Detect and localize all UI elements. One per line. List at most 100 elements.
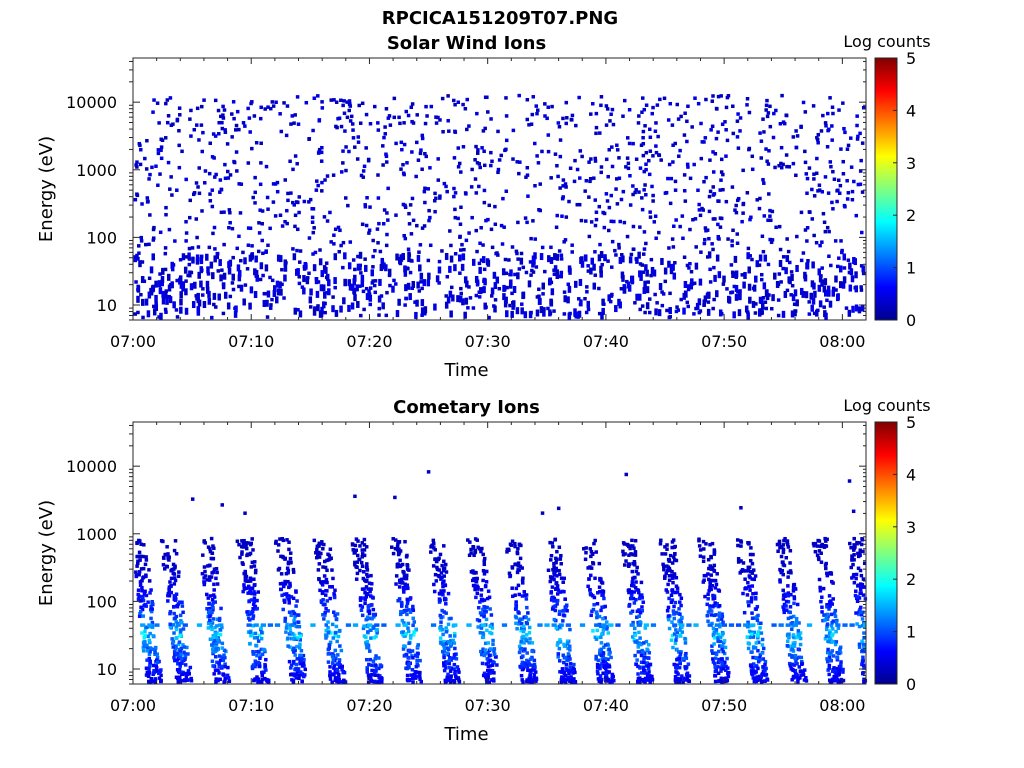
- heatmap-cell: [179, 619, 183, 623]
- heatmap-cell: [164, 101, 168, 106]
- heatmap-cell: [508, 303, 512, 308]
- heatmap-cell: [551, 544, 555, 549]
- heatmap-cell: [615, 143, 619, 147]
- heatmap-cell: [337, 116, 342, 120]
- heatmap-cell: [746, 646, 751, 651]
- heatmap-cell: [807, 312, 812, 316]
- heatmap-cell: [184, 231, 189, 235]
- heatmap-cell: [279, 572, 284, 576]
- heatmap-cell: [480, 635, 485, 640]
- heatmap-cell: [291, 570, 296, 574]
- heatmap-cell: [457, 670, 461, 674]
- heatmap-cell: [647, 670, 651, 674]
- heatmap-cell: [680, 615, 684, 620]
- heatmap-cell: [785, 288, 790, 293]
- heatmap-cell: [286, 560, 291, 564]
- heatmap-cell: [746, 312, 750, 320]
- heatmap-cell: [522, 627, 526, 631]
- heatmap-cell: [452, 194, 456, 199]
- heatmap-cell: [825, 298, 829, 303]
- heatmap-cell: [318, 588, 322, 593]
- heatmap-cell: [639, 660, 644, 665]
- heatmap-cell: [596, 591, 600, 595]
- heatmap-cell: [329, 631, 333, 635]
- heatmap-cell: [630, 580, 635, 584]
- heatmap-cell: [266, 207, 270, 211]
- heatmap-cell: [154, 666, 159, 670]
- heatmap-cell: [451, 638, 455, 643]
- heatmap-cell: [637, 190, 641, 194]
- heatmap-cell: [276, 254, 281, 262]
- heatmap-cell: [753, 646, 758, 650]
- heatmap-cell: [405, 583, 410, 587]
- heatmap-cell: [197, 191, 202, 196]
- heatmap-cell: [175, 651, 179, 655]
- heatmap-cell: [181, 627, 186, 631]
- panel-title: Solar Wind Ions: [387, 33, 546, 54]
- heatmap-cell: [482, 286, 486, 294]
- heatmap-cell: [292, 253, 297, 261]
- heatmap-cell: [248, 588, 253, 593]
- heatmap-cell: [472, 553, 476, 558]
- heatmap-cell: [586, 264, 590, 268]
- heatmap-cell: [372, 663, 376, 668]
- heatmap-cell: [402, 142, 407, 147]
- heatmap-cell: [527, 123, 531, 127]
- heatmap-cell: [520, 678, 524, 682]
- heatmap-cell: [446, 672, 450, 677]
- heatmap-cell: [343, 278, 347, 286]
- heatmap-cell: [297, 673, 302, 677]
- heatmap-cell: [301, 661, 306, 666]
- heatmap-cells: [134, 470, 868, 684]
- heatmap-cell: [168, 580, 172, 584]
- heatmap-cell: [650, 111, 655, 116]
- heatmap-cell: [191, 256, 195, 264]
- heatmap-cell: [823, 310, 827, 318]
- heatmap-cell: [406, 113, 411, 118]
- heatmap-cell: [730, 239, 734, 243]
- heatmap-cell: [410, 668, 415, 672]
- heatmap-cell: [262, 291, 267, 296]
- heatmap-cell: [213, 654, 218, 659]
- heatmap-cell: [467, 124, 471, 128]
- heatmap-cell: [719, 178, 723, 182]
- heatmap-cell: [210, 571, 214, 575]
- heatmap-cell: [356, 263, 361, 271]
- heatmap-cell: [744, 586, 748, 590]
- heatmap-cell: [520, 617, 524, 622]
- heatmap-cell: [518, 556, 523, 561]
- heatmap-cell: [319, 551, 323, 556]
- heatmap-cell: [583, 297, 587, 301]
- heatmap-cell: [175, 658, 179, 662]
- heatmap-cell: [802, 668, 807, 672]
- heatmap-cell: [255, 649, 259, 654]
- heatmap-cell: [334, 676, 338, 680]
- heatmap-cell: [188, 117, 192, 121]
- heatmap-cell: [482, 267, 487, 272]
- heatmap-cell: [640, 605, 644, 609]
- heatmap-cell: [546, 149, 551, 154]
- heatmap-cell: [669, 270, 674, 275]
- heatmap-cell: [533, 665, 537, 669]
- heatmap-cell: [823, 121, 828, 125]
- heatmap-cell: [480, 661, 485, 666]
- heatmap-cell: [403, 634, 407, 638]
- heatmap-cell: [334, 678, 339, 683]
- heatmap-cell: [158, 272, 162, 276]
- heatmap-cell: [136, 597, 141, 601]
- heatmap-cell: [750, 611, 754, 615]
- heatmap-cell: [410, 649, 415, 653]
- heatmap-cell: [642, 641, 646, 645]
- heatmap-cell: [720, 122, 725, 127]
- heatmap-cell: [148, 213, 152, 217]
- heatmap-cell: [156, 183, 160, 187]
- heatmap-cell: [405, 601, 410, 605]
- heatmap-cell: [588, 588, 592, 592]
- heatmap-cell: [624, 559, 628, 563]
- heatmap-cell: [147, 291, 152, 299]
- heatmap-cell: [756, 613, 760, 618]
- colorbar-tick-label: 3: [906, 154, 916, 173]
- heatmap-cell: [522, 615, 526, 620]
- heatmap-cell: [646, 664, 650, 668]
- heatmap-cell: [588, 546, 593, 551]
